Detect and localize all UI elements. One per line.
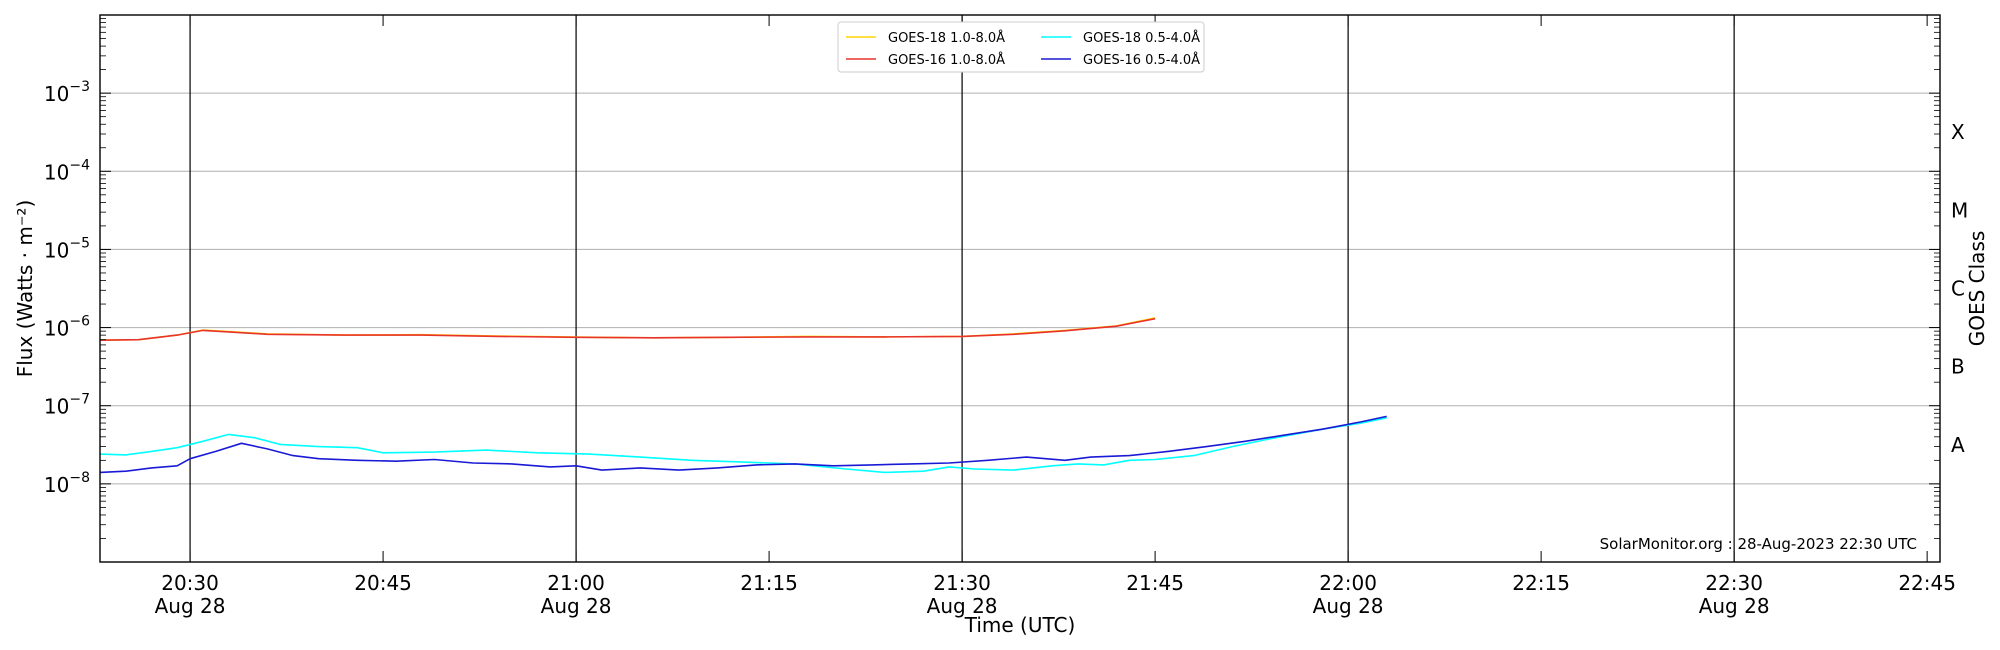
x-tick-label: 21:45 xyxy=(1126,571,1184,595)
legend-entry: GOES-16 0.5-4.0Å xyxy=(1083,52,1200,68)
x-tick-label: 22:30 xyxy=(1705,571,1763,595)
legend-entry: GOES-18 0.5-4.0Å xyxy=(1083,30,1200,46)
goes-class-label: X xyxy=(1951,120,1965,144)
y-tick-label: 10−7 xyxy=(44,392,90,419)
legend-entry: GOES-18 1.0-8.0Å xyxy=(888,30,1005,46)
x-tick-label: 20:45 xyxy=(354,571,412,595)
series-line xyxy=(99,415,1387,474)
legend: GOES-18 1.0-8.0Å GOES-16 1.0-8.0Å GOES-18 … xyxy=(837,21,1205,73)
goes-class-axis-label: GOES Class xyxy=(1965,231,1989,347)
y-tick-label: 10−8 xyxy=(44,470,90,497)
goes-class-label: M xyxy=(1951,198,1968,222)
x-tick-label: 21:00 xyxy=(547,571,605,595)
series-line xyxy=(99,317,1156,341)
y-axis-label: Flux (Watts · m⁻²) xyxy=(13,200,37,378)
x-tick-label: 22:00 xyxy=(1319,571,1377,595)
x-tick-label: 21:30 xyxy=(933,571,991,595)
x-tick-label: 22:15 xyxy=(1512,571,1570,595)
grid-layer xyxy=(100,15,1940,562)
y-tick-label: 10−3 xyxy=(44,79,90,106)
x-tick-label: 22:45 xyxy=(1898,571,1956,595)
x-tick-date-label: Aug 28 xyxy=(155,594,226,618)
y-tick-label: 10−4 xyxy=(44,157,90,184)
series-layer xyxy=(99,317,1387,474)
goes-class-label: A xyxy=(1951,433,1965,457)
credit-text: SolarMonitor.org : 28-Aug-2023 22:30 UTC xyxy=(1600,535,1917,553)
x-tick-date-label: Aug 28 xyxy=(541,594,612,618)
x-tick-date-label: Aug 28 xyxy=(1699,594,1770,618)
goes-class-label: B xyxy=(1951,355,1965,379)
x-tick-date-label: Aug 28 xyxy=(927,594,998,618)
legend-box xyxy=(837,21,1205,73)
y-tick-label: 10−6 xyxy=(44,314,90,341)
plot-frame xyxy=(99,14,1941,563)
x-tick-label: 21:15 xyxy=(740,571,798,595)
goes-class-label: C xyxy=(1951,277,1965,301)
x-axis-label: Time (UTC) xyxy=(964,613,1076,637)
y-tick-label: 10−5 xyxy=(44,235,90,262)
series-line xyxy=(99,417,1387,474)
x-tick-label: 20:30 xyxy=(161,571,219,595)
legend-entry: GOES-16 1.0-8.0Å xyxy=(888,52,1005,68)
x-tick-date-label: Aug 28 xyxy=(1313,594,1384,618)
